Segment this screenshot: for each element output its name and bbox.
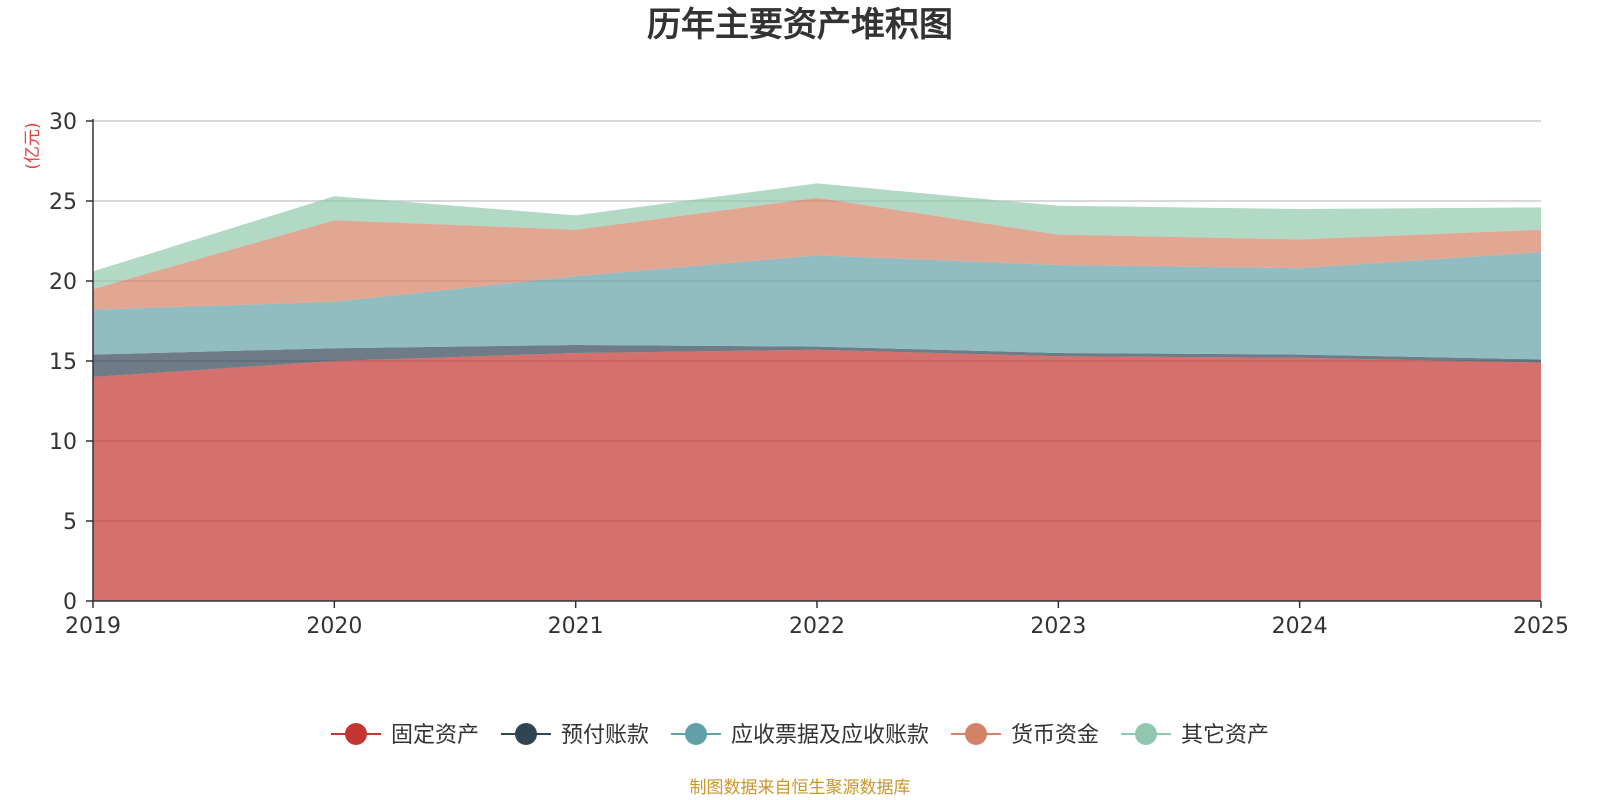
legend-circle-marker bbox=[515, 723, 537, 745]
area-series-1 bbox=[93, 349, 1541, 601]
y-axis-unit-label: (亿元) bbox=[23, 122, 43, 169]
data-source-note: 制图数据来自恒生聚源数据库 bbox=[690, 778, 911, 798]
x-tick-label-2021: 2021 bbox=[548, 614, 604, 639]
legend-label: 固定资产 bbox=[391, 723, 479, 748]
y-tick-label-15: 15 bbox=[49, 350, 77, 375]
legend-item-4[interactable]: 货币资金 bbox=[951, 723, 1099, 748]
legend-label: 其它资产 bbox=[1181, 723, 1269, 748]
y-tick-label-30: 30 bbox=[49, 110, 77, 135]
legend-item-3[interactable]: 应收票据及应收账款 bbox=[671, 723, 929, 748]
area-series-3 bbox=[93, 252, 1541, 360]
legend-item-5[interactable]: 其它资产 bbox=[1121, 723, 1269, 748]
chart-title: 历年主要资产堆积图 bbox=[647, 5, 953, 45]
x-tick-label-2023: 2023 bbox=[1030, 614, 1086, 639]
legend-label: 应收票据及应收账款 bbox=[731, 723, 929, 748]
legend[interactable]: 固定资产 预付账款 应收票据及应收账款 货币资金 其它资产 bbox=[331, 723, 1269, 748]
y-tick-label-10: 10 bbox=[49, 430, 77, 455]
legend-circle-marker bbox=[1135, 723, 1157, 745]
legend-item-2[interactable]: 预付账款 bbox=[501, 723, 649, 748]
area-series-group bbox=[93, 183, 1541, 601]
x-tick-label-2020: 2020 bbox=[306, 614, 362, 639]
area-series-4 bbox=[93, 197, 1541, 310]
legend-item-1[interactable]: 固定资产 bbox=[331, 723, 479, 748]
area-series-5 bbox=[93, 183, 1541, 289]
x-tick-label-2025: 2025 bbox=[1513, 614, 1569, 639]
area-series-2 bbox=[93, 345, 1541, 377]
legend-circle-marker bbox=[965, 723, 987, 745]
x-tick-label-2022: 2022 bbox=[789, 614, 845, 639]
legend-circle-marker bbox=[685, 723, 707, 745]
y-tick-label-0: 0 bbox=[63, 590, 77, 615]
legend-label: 预付账款 bbox=[561, 723, 649, 748]
y-tick-label-5: 5 bbox=[63, 510, 77, 535]
y-tick-label-25: 25 bbox=[49, 190, 77, 215]
x-tick-label-2024: 2024 bbox=[1272, 614, 1328, 639]
legend-label: 货币资金 bbox=[1011, 723, 1099, 748]
y-tick-label-20: 20 bbox=[49, 270, 77, 295]
x-tick-label-2019: 2019 bbox=[65, 614, 121, 639]
legend-circle-marker bbox=[345, 723, 367, 745]
